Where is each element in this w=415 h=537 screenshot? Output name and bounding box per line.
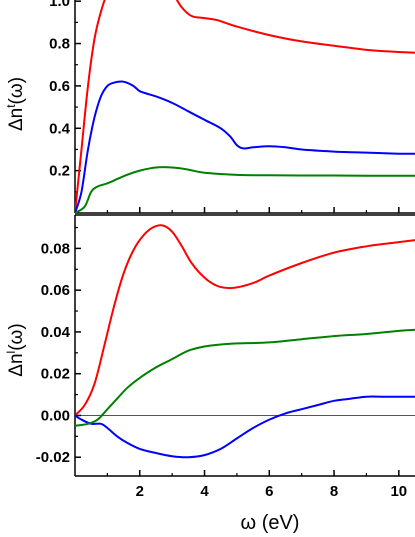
bottom-y-tick-label: -0.02: [36, 449, 70, 466]
x-axis-title: ω (eV): [241, 512, 300, 534]
top-y-tick-label: 0.6: [49, 78, 70, 95]
bottom-x-tick-label: 10: [390, 483, 407, 500]
top-series-line-2: [75, 80, 415, 213]
bottom-y-tick-label: 0.04: [41, 324, 71, 341]
bottom-panel: -0.02 0.00 0.02 0.04 0.06 0.08 2 4 6 8 10: [36, 214, 415, 500]
bottom-series-line-2: [75, 395, 415, 459]
bottom-y-tick-label: 0.06: [41, 282, 70, 299]
top-series-line-3: [75, 166, 415, 213]
bottom-x-tick-label: 8: [330, 483, 338, 500]
bottom-x-tick-label: 4: [200, 483, 209, 500]
top-y-axis-title: Δnt(ω): [4, 77, 27, 131]
top-series-line-1: [75, 0, 415, 213]
top-y-tick-label: 1.0: [49, 0, 70, 10]
bottom-y-tick-label: 0.02: [41, 366, 70, 383]
bottom-series-line-1: [75, 224, 415, 417]
bottom-series-line-3: [75, 328, 415, 427]
top-panel: 0.2 0.4 0.6 0.8 1.0: [49, 0, 415, 214]
top-y-tick-label: 0.2: [49, 163, 70, 180]
bottom-y-axis-title: Δnl(ω): [4, 323, 27, 376]
top-y-tick-label: 0.8: [49, 36, 70, 53]
bottom-y-tick-label: 0.00: [41, 407, 70, 424]
bottom-y-tick-label: 0.08: [41, 240, 70, 257]
bottom-x-tick-label: 6: [265, 483, 273, 500]
bottom-x-tick-label: 2: [136, 483, 144, 500]
top-y-tick-label: 0.4: [49, 120, 71, 137]
